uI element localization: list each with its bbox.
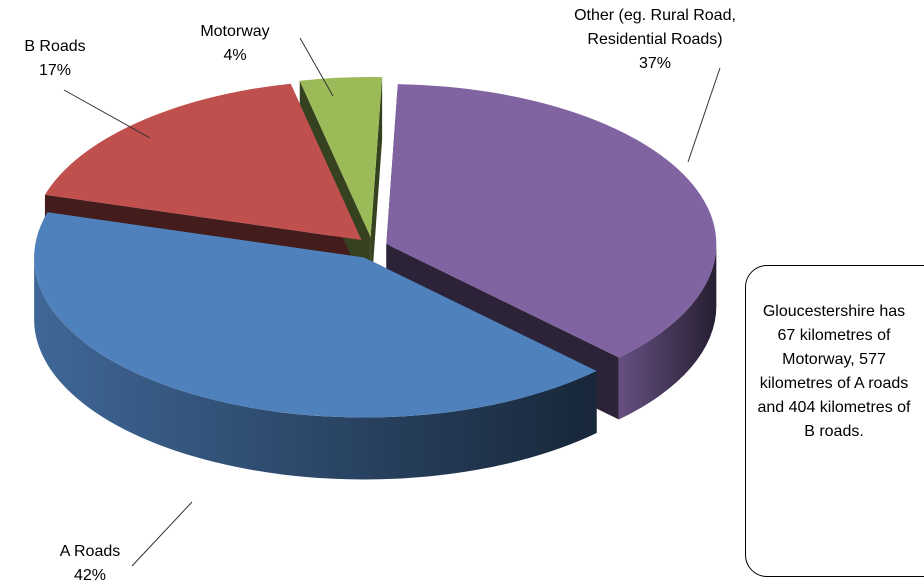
leader-line — [131, 501, 193, 567]
category-label: B Roads — [24, 38, 86, 55]
leader-line — [63, 89, 151, 139]
slice — [44, 83, 362, 240]
data-label: B Roads 17% — [0, 35, 110, 83]
slice — [34, 212, 597, 418]
slice — [299, 77, 383, 238]
slice — [386, 84, 717, 358]
leader-line — [299, 37, 334, 97]
data-label: Motorway 4% — [165, 20, 305, 68]
data-label: Other (eg. Rural Road, Residential Roads… — [560, 4, 750, 76]
slice-side — [618, 243, 717, 420]
value-label: 4% — [223, 47, 247, 64]
value-label: 37% — [638, 55, 672, 72]
leader-line — [687, 67, 721, 163]
category-label: Motorway — [200, 23, 270, 40]
category-label: A Roads — [59, 543, 121, 560]
value-label: 17% — [38, 62, 72, 79]
value-label: 42% — [73, 567, 107, 584]
data-label: A Roads 42% — [20, 540, 160, 587]
slice-side — [34, 257, 597, 480]
annotation: Gloucestershire has 67 kilometres of Mot… — [745, 265, 924, 577]
category-label: Other (eg. Rural Road, Residential Roads… — [574, 7, 736, 48]
slice-face — [370, 77, 383, 300]
